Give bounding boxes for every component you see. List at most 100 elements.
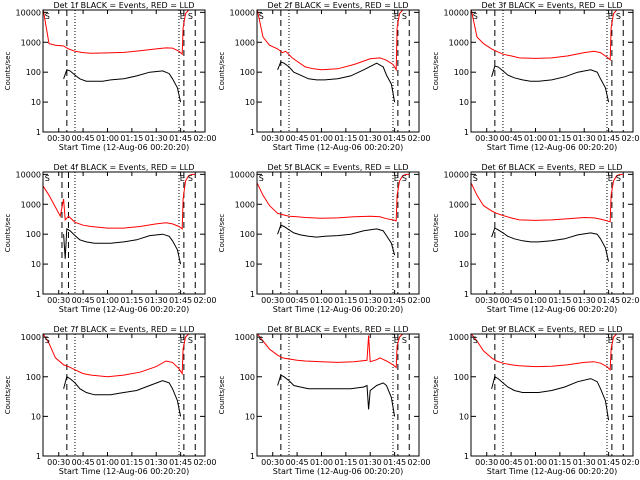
x-tick-label: 00:30 [475, 296, 498, 305]
event-marker-label: S [473, 336, 478, 345]
plot-frame [256, 9, 420, 133]
event-marker-label: S [402, 336, 407, 345]
x-tick-label: 01:15 [334, 134, 357, 143]
y-axis-label: Counts/sec [218, 214, 226, 253]
y-axis-label: Counts/sec [432, 52, 440, 91]
x-tick-label: 00:45 [500, 458, 523, 467]
x-tick-label: 01:00 [96, 296, 119, 305]
panel-title: Det 1f BLACK = Events, RED = LLD [53, 1, 194, 10]
x-tick-label: 00:45 [500, 134, 523, 143]
x-tick-label: 01:15 [548, 458, 571, 467]
event-marker-label: S [45, 174, 50, 183]
x-tick-label: 01:45 [597, 296, 620, 305]
y-tick-label: 100 [240, 373, 255, 382]
x-tick-label: 00:45 [72, 458, 95, 467]
y-tick-label: 1 [36, 128, 41, 137]
series-events [491, 376, 610, 421]
y-tick-label: 10 [459, 412, 469, 421]
event-marker-label: S [259, 12, 264, 21]
y-tick-label: 100 [26, 68, 41, 77]
series-lld [43, 173, 196, 230]
panel-title: Det 4f BLACK = Events, RED = LLD [53, 163, 194, 172]
y-tick-label: 1000 [449, 38, 469, 47]
y-tick-label: 10000 [16, 170, 41, 179]
x-tick-label: 01:45 [383, 134, 406, 143]
x-axis-label: Start Time (12-Aug-06 00:20:20) [273, 467, 404, 476]
series-lld [471, 334, 624, 371]
x-tick-label: 01:15 [548, 296, 571, 305]
x-axis-label: Start Time (12-Aug-06 00:20:20) [487, 143, 618, 152]
x-tick-label: 01:45 [169, 458, 192, 467]
x-tick-label: 02:00 [193, 296, 216, 305]
y-tick-label: 1000 [449, 333, 469, 342]
x-tick-label: 02:00 [407, 458, 430, 467]
event-marker-label: S [473, 174, 478, 183]
x-tick-label: 01:45 [169, 296, 192, 305]
event-marker-label: E [180, 174, 185, 183]
plot-frame [256, 171, 420, 295]
x-tick-label: 00:45 [286, 134, 309, 143]
y-tick-label: 1000 [449, 200, 469, 209]
plot-frame [470, 171, 634, 295]
y-tick-label: 10000 [16, 8, 41, 17]
y-axis-label: Counts/sec [218, 376, 226, 415]
y-axis-label: Counts/sec [4, 376, 12, 415]
event-marker-label: E [608, 336, 613, 345]
event-marker-label: E [394, 12, 399, 21]
x-tick-label: 00:30 [47, 134, 70, 143]
x-tick-label: 01:00 [96, 458, 119, 467]
x-tick-label: 00:30 [261, 134, 284, 143]
y-tick-label: 1000 [21, 200, 41, 209]
x-tick-label: 01:15 [120, 296, 143, 305]
x-tick-label: 01:00 [96, 134, 119, 143]
y-tick-label: 1000 [235, 38, 255, 47]
y-tick-label: 100 [26, 230, 41, 239]
y-tick-label: 10 [459, 260, 469, 269]
series-events [277, 61, 396, 103]
plot-frame [42, 171, 206, 295]
event-marker-label: S [616, 174, 621, 183]
x-axis-label: Start Time (12-Aug-06 00:20:20) [59, 143, 190, 152]
y-tick-label: 100 [240, 68, 255, 77]
x-tick-label: 02:00 [407, 296, 430, 305]
y-tick-label: 1000 [235, 333, 255, 342]
series-lld [257, 10, 410, 72]
y-axis-label: Counts/sec [432, 376, 440, 415]
y-tick-label: 10 [31, 412, 41, 421]
series-lld [43, 334, 196, 378]
x-tick-label: 01:00 [524, 296, 547, 305]
series-lld [471, 173, 624, 223]
x-axis-label: Start Time (12-Aug-06 00:20:20) [273, 143, 404, 152]
panel-title: Det 9f BLACK = Events, RED = LLD [481, 325, 622, 334]
series-lld [43, 10, 196, 56]
y-tick-label: 1 [464, 290, 469, 299]
panel-title: Det 8f BLACK = Events, RED = LLD [267, 325, 408, 334]
x-tick-label: 01:00 [310, 134, 333, 143]
event-marker-label: S [45, 336, 50, 345]
y-tick-label: 100 [26, 373, 41, 382]
y-tick-label: 1000 [235, 200, 255, 209]
x-tick-label: 02:00 [621, 458, 640, 467]
x-tick-label: 01:30 [145, 458, 168, 467]
y-tick-label: 1 [36, 452, 41, 461]
x-tick-label: 02:00 [621, 134, 640, 143]
x-tick-label: 01:30 [573, 458, 596, 467]
x-tick-label: 00:45 [286, 296, 309, 305]
x-tick-label: 01:45 [597, 134, 620, 143]
x-tick-label: 01:30 [145, 134, 168, 143]
event-marker-label: E [180, 336, 185, 345]
x-tick-label: 00:45 [286, 458, 309, 467]
event-marker-label: S [616, 336, 621, 345]
series-events [277, 374, 396, 417]
x-tick-label: 01:30 [359, 296, 382, 305]
x-axis-label: Start Time (12-Aug-06 00:20:20) [273, 305, 404, 314]
y-tick-label: 1 [36, 290, 41, 299]
event-marker-label: S [188, 12, 193, 21]
x-tick-label: 02:00 [407, 134, 430, 143]
y-tick-label: 100 [240, 230, 255, 239]
series-lld [257, 334, 410, 369]
